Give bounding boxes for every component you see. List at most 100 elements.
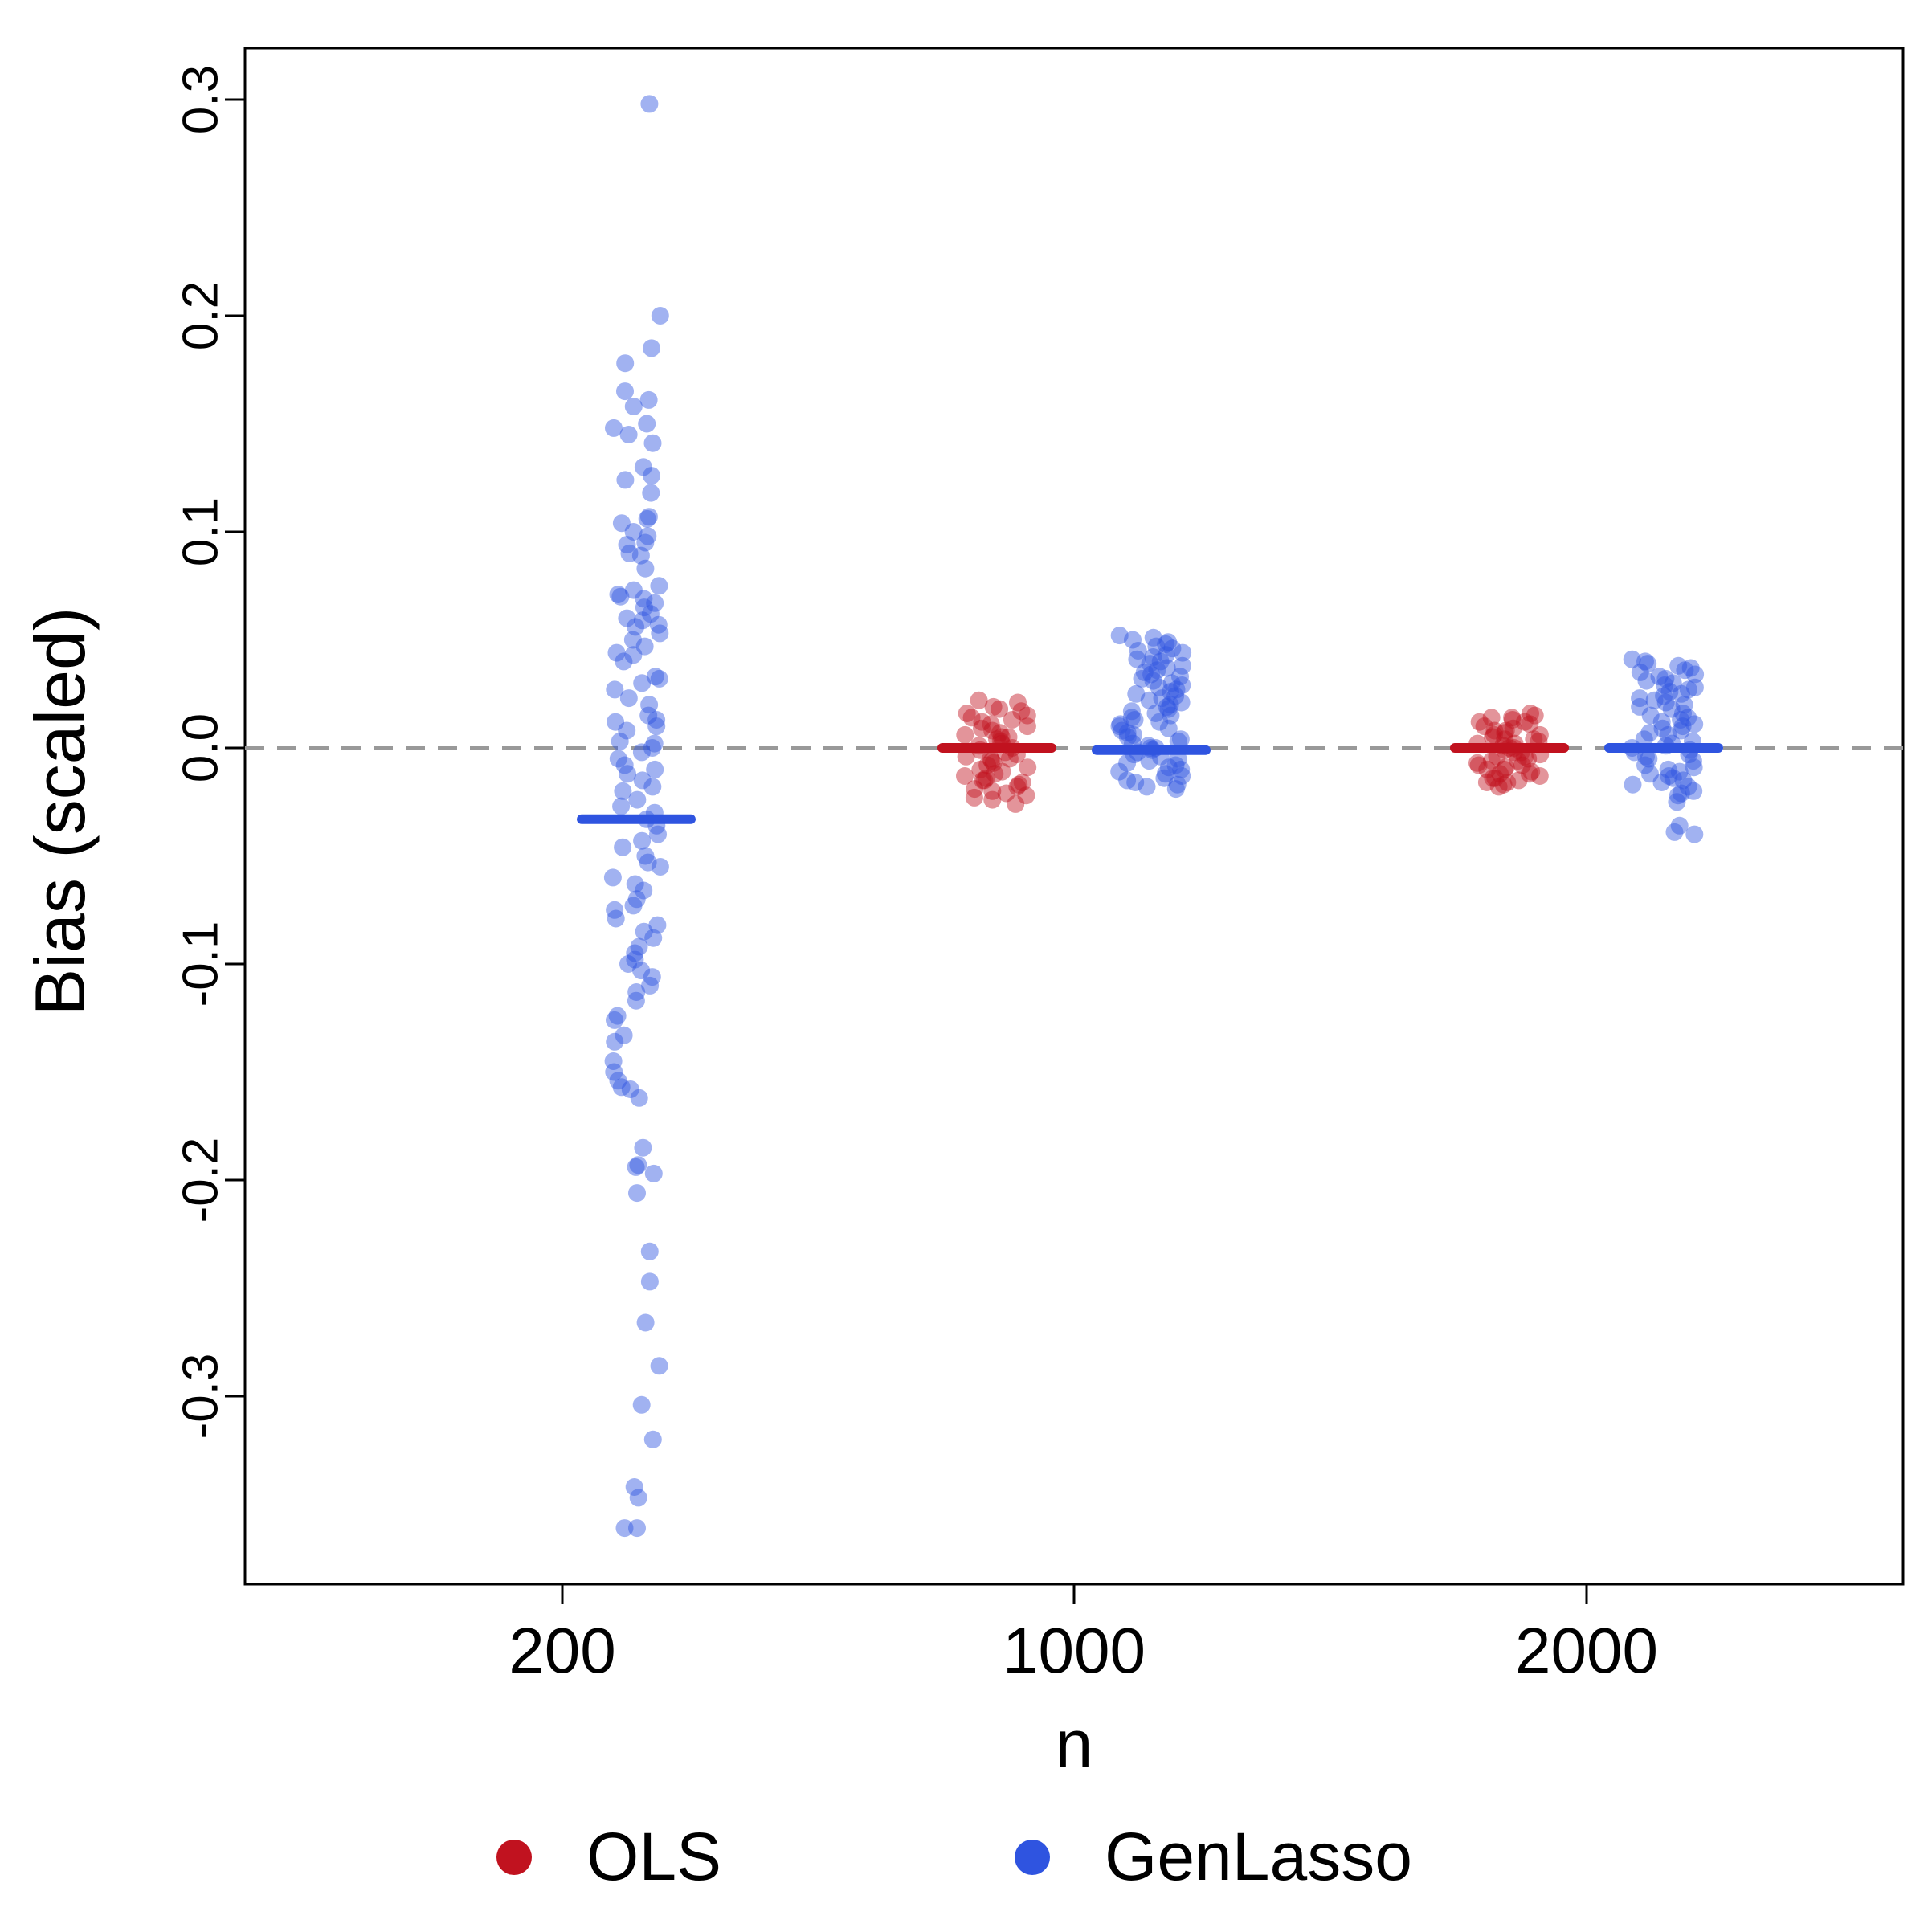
data-point-genlasso-200 bbox=[640, 1242, 659, 1260]
data-point-ols-2000 bbox=[1498, 774, 1517, 791]
data-point-ols-2000 bbox=[1489, 778, 1508, 796]
data-point-genlasso-200 bbox=[643, 339, 660, 357]
data-point-ols-1000 bbox=[1018, 706, 1036, 725]
data-point-genlasso-1000 bbox=[1174, 643, 1192, 662]
data-point-ols-1000 bbox=[991, 724, 1009, 742]
data-point-genlasso-200 bbox=[606, 1032, 624, 1051]
data-point-genlasso-2000 bbox=[1659, 760, 1677, 778]
data-point-genlasso-200 bbox=[623, 631, 642, 649]
data-point-genlasso-200 bbox=[641, 976, 660, 995]
data-point-genlasso-1000 bbox=[1144, 672, 1162, 690]
data-point-genlasso-200 bbox=[641, 605, 660, 623]
data-point-genlasso-200 bbox=[636, 1313, 655, 1332]
data-point-genlasso-200 bbox=[611, 732, 629, 750]
y-axis-title: Bias (scaled) bbox=[20, 607, 100, 1016]
data-point-ols-2000 bbox=[1522, 762, 1541, 781]
data-point-genlasso-1000 bbox=[1167, 680, 1186, 699]
x-tick-label: 200 bbox=[509, 1615, 615, 1686]
data-point-genlasso-200 bbox=[607, 909, 625, 928]
data-point-ols-1000 bbox=[983, 721, 1002, 740]
data-point-ols-2000 bbox=[1485, 721, 1504, 740]
legend-marker-ols bbox=[496, 1840, 532, 1875]
data-point-ols-2000 bbox=[1497, 721, 1515, 740]
data-point-genlasso-200 bbox=[616, 471, 635, 489]
data-point-genlasso-2000 bbox=[1668, 793, 1686, 811]
data-point-ols-1000 bbox=[956, 725, 974, 744]
data-point-genlasso-1000 bbox=[1122, 709, 1141, 727]
data-point-genlasso-200 bbox=[635, 590, 653, 608]
data-point-ols-2000 bbox=[1520, 765, 1538, 783]
data-point-genlasso-200 bbox=[630, 937, 648, 956]
data-point-ols-1000 bbox=[999, 728, 1018, 746]
data-point-ols-2000 bbox=[1482, 709, 1501, 727]
data-point-genlasso-200 bbox=[640, 696, 659, 714]
data-point-genlasso-1000 bbox=[1168, 775, 1187, 794]
data-point-genlasso-200 bbox=[606, 1011, 623, 1029]
data-point-genlasso-1000 bbox=[1110, 762, 1129, 781]
data-point-genlasso-200 bbox=[605, 419, 623, 437]
data-point-genlasso-1000 bbox=[1166, 756, 1185, 774]
y-tick-label: 0.1 bbox=[174, 497, 229, 566]
data-point-genlasso-1000 bbox=[1173, 767, 1191, 785]
data-point-ols-1000 bbox=[983, 790, 1002, 809]
data-point-genlasso-1000 bbox=[1153, 689, 1171, 708]
y-tick-label: 0.0 bbox=[174, 713, 229, 782]
data-point-genlasso-200 bbox=[644, 1164, 663, 1182]
data-point-genlasso-1000 bbox=[1144, 648, 1162, 666]
data-point-genlasso-2000 bbox=[1624, 775, 1642, 794]
data-point-ols-2000 bbox=[1494, 775, 1513, 794]
data-point-genlasso-1000 bbox=[1157, 646, 1175, 664]
data-point-genlasso-1000 bbox=[1173, 676, 1191, 694]
data-point-genlasso-1000 bbox=[1156, 765, 1174, 783]
data-point-genlasso-200 bbox=[643, 778, 662, 796]
data-point-genlasso-1000 bbox=[1141, 655, 1159, 673]
data-point-genlasso-2000 bbox=[1645, 691, 1664, 709]
data-point-ols-1000 bbox=[1013, 774, 1031, 791]
data-point-ols-2000 bbox=[1530, 767, 1549, 785]
data-point-ols-2000 bbox=[1526, 706, 1544, 725]
data-point-genlasso-200 bbox=[636, 847, 655, 865]
data-point-genlasso-2000 bbox=[1672, 711, 1690, 729]
data-point-genlasso-200 bbox=[624, 897, 643, 915]
data-point-ols-1000 bbox=[982, 750, 1000, 768]
data-point-genlasso-200 bbox=[614, 782, 632, 800]
data-point-genlasso-200 bbox=[619, 955, 637, 973]
data-point-genlasso-1000 bbox=[1151, 652, 1170, 671]
data-point-genlasso-1000 bbox=[1113, 721, 1131, 740]
data-point-genlasso-2000 bbox=[1685, 758, 1703, 777]
data-point-genlasso-200 bbox=[612, 514, 631, 533]
data-point-genlasso-2000 bbox=[1674, 705, 1692, 722]
data-point-ols-2000 bbox=[1485, 725, 1503, 744]
data-point-genlasso-1000 bbox=[1110, 717, 1129, 736]
data-point-genlasso-2000 bbox=[1656, 669, 1675, 688]
data-point-genlasso-200 bbox=[644, 929, 663, 947]
data-point-genlasso-1000 bbox=[1133, 669, 1151, 688]
data-point-genlasso-1000 bbox=[1172, 760, 1191, 778]
data-point-genlasso-200 bbox=[643, 968, 661, 986]
data-point-genlasso-1000 bbox=[1166, 687, 1185, 705]
data-point-genlasso-200 bbox=[615, 756, 634, 774]
data-point-genlasso-2000 bbox=[1636, 756, 1654, 774]
x-tick-label: 2000 bbox=[1515, 1615, 1658, 1686]
data-point-genlasso-2000 bbox=[1670, 816, 1689, 835]
data-point-genlasso-1000 bbox=[1159, 700, 1178, 718]
data-point-ols-2000 bbox=[1468, 754, 1486, 772]
x-axis-title: n bbox=[1056, 1706, 1093, 1782]
data-point-genlasso-200 bbox=[635, 881, 653, 900]
data-point-genlasso-200 bbox=[647, 717, 666, 736]
data-point-genlasso-1000 bbox=[1118, 724, 1137, 742]
data-point-genlasso-200 bbox=[616, 354, 635, 373]
data-point-genlasso-200 bbox=[640, 95, 659, 113]
data-point-genlasso-2000 bbox=[1685, 715, 1704, 733]
data-point-genlasso-1000 bbox=[1172, 693, 1191, 712]
data-point-genlasso-2000 bbox=[1672, 684, 1690, 703]
data-point-genlasso-200 bbox=[627, 1158, 645, 1176]
data-point-genlasso-200 bbox=[650, 1357, 668, 1375]
data-point-ols-1000 bbox=[1007, 794, 1025, 813]
data-point-genlasso-200 bbox=[608, 1007, 627, 1025]
data-point-genlasso-200 bbox=[603, 868, 622, 887]
data-point-genlasso-200 bbox=[631, 546, 650, 565]
data-point-ols-1000 bbox=[977, 769, 995, 787]
data-point-genlasso-1000 bbox=[1148, 661, 1166, 680]
data-point-ols-2000 bbox=[1478, 760, 1497, 778]
